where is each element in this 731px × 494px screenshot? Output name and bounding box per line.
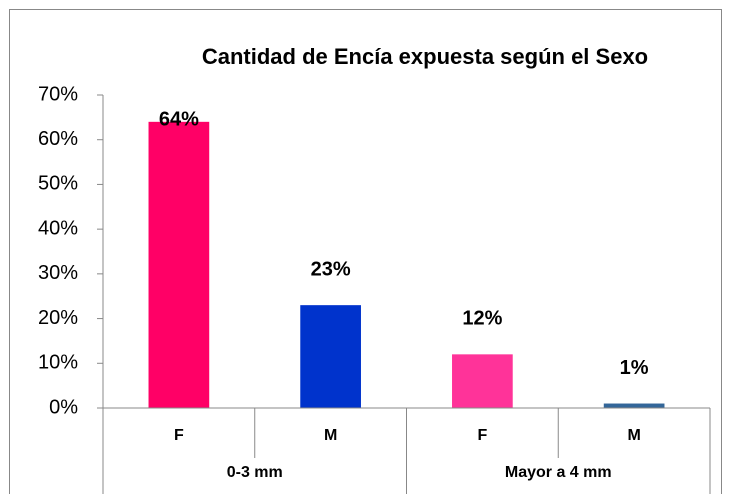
y-tick-label: 0% [49, 396, 78, 418]
chart-border [9, 9, 722, 494]
bar [452, 354, 513, 408]
group-label: 0-3 mm [227, 464, 283, 481]
value-label: 23% [311, 258, 351, 280]
value-label: 64% [159, 108, 199, 130]
y-tick-label: 10% [38, 352, 78, 374]
x-tick-label: F [477, 427, 487, 444]
x-tick-label: M [324, 427, 337, 444]
group-label: Mayor a 4 mm [505, 464, 612, 481]
y-tick-label: 40% [38, 217, 78, 239]
bar [603, 403, 665, 408]
bar [300, 305, 361, 408]
chart-title: Cantidad de Encía expuesta según el Sexo [202, 44, 648, 69]
value-label: 12% [462, 308, 502, 330]
y-tick-label: 30% [38, 262, 78, 284]
x-tick-label: M [627, 427, 640, 444]
x-tick-label: F [174, 427, 184, 444]
y-tick-label: 20% [38, 307, 78, 329]
value-label: 1% [620, 357, 649, 379]
y-tick-label: 60% [38, 128, 78, 150]
bar [148, 121, 210, 408]
y-tick-label: 70% [38, 83, 78, 105]
y-tick-label: 50% [38, 173, 78, 195]
